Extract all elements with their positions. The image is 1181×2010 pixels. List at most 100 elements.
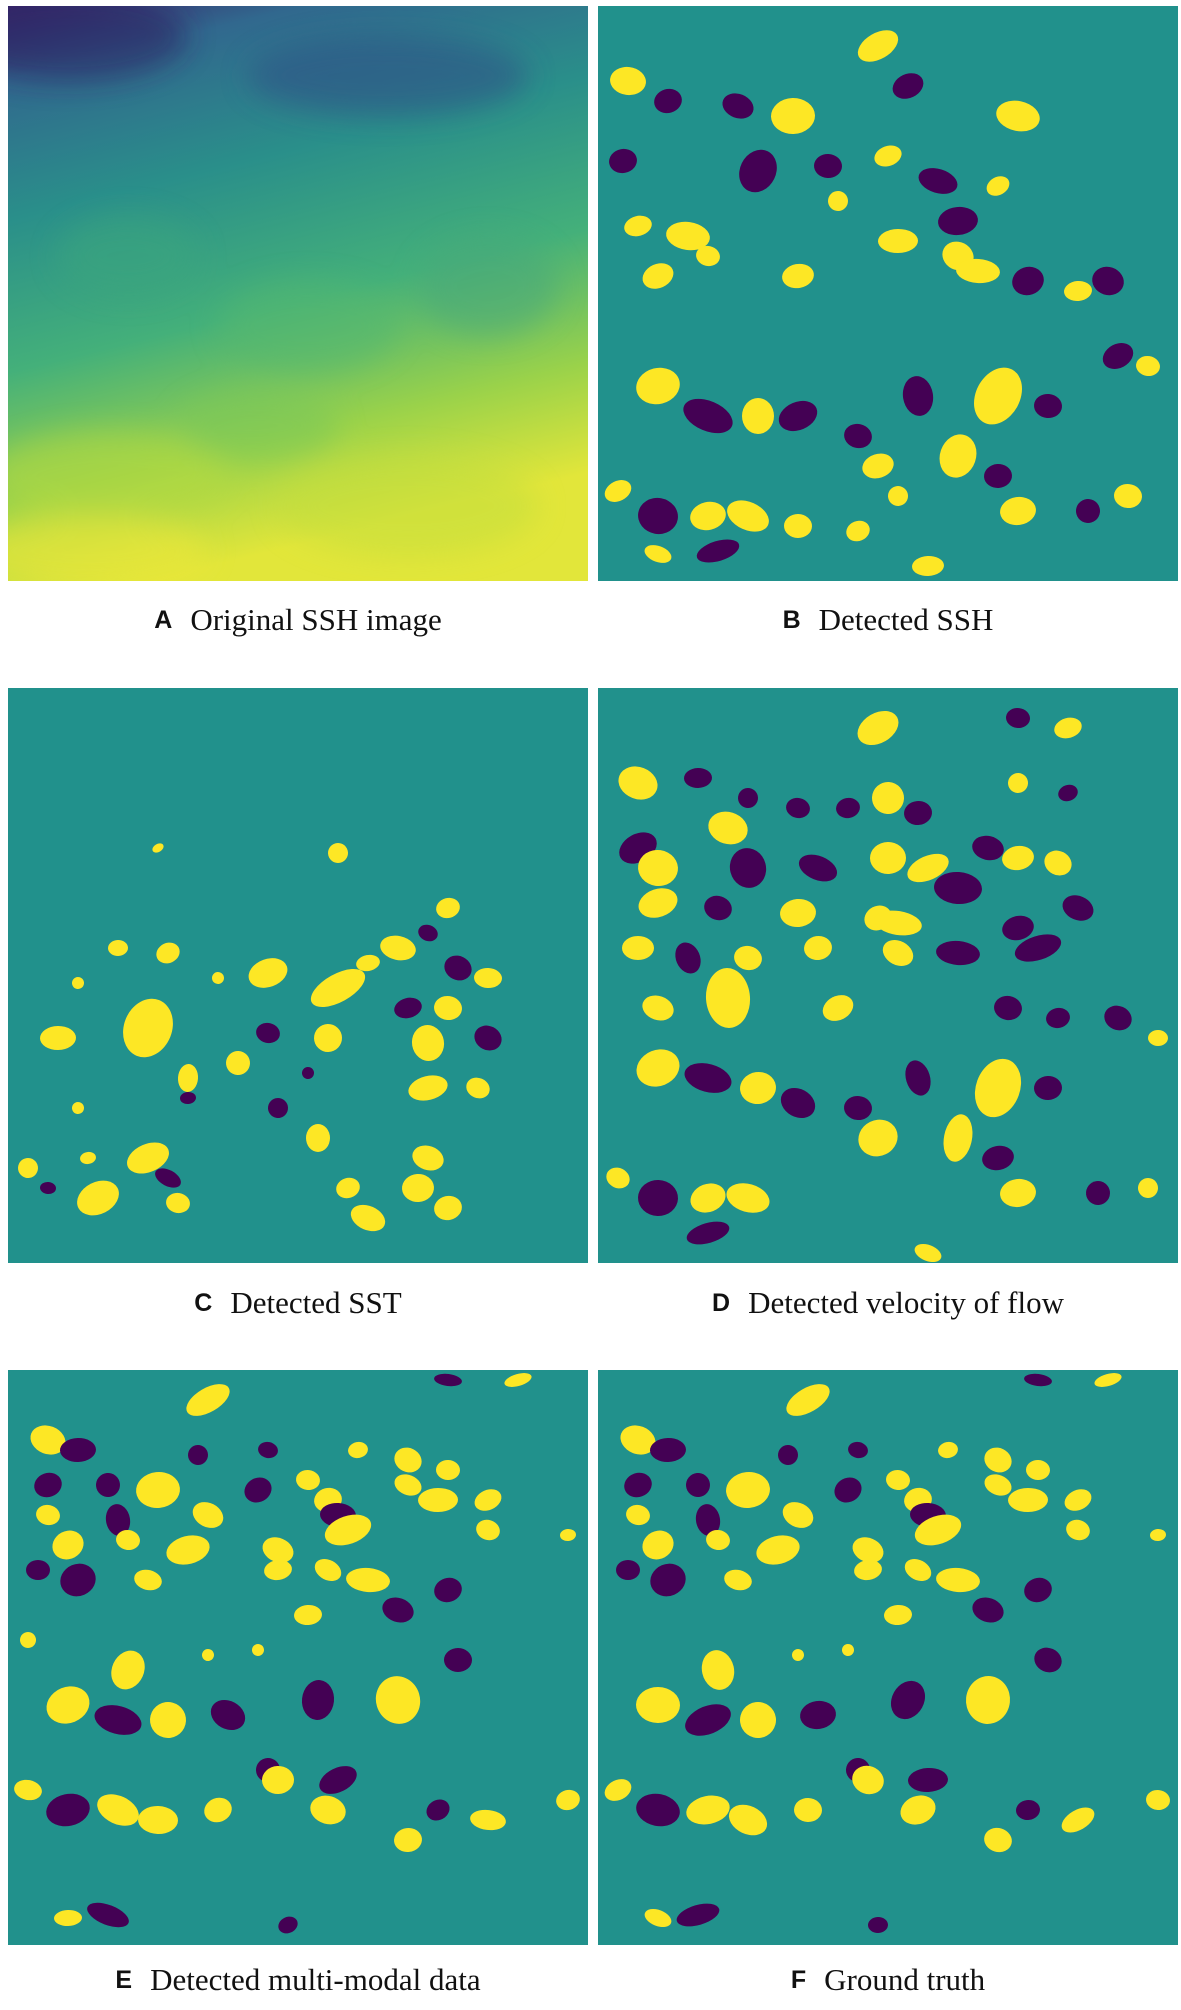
cyclonic-eddy-blob [654,88,682,114]
cyclonic-eddy-blob [844,1095,872,1121]
cyclonic-eddy-blob [268,1098,288,1118]
cyclonic-eddy-blob [696,539,740,563]
cyclonic-eddy-blob [972,835,1004,861]
anticyclonic-eddy-blob [328,843,348,863]
panel-caption: Original SSH image [190,602,442,637]
anticyclonic-eddy-blob [474,1489,502,1511]
anticyclonic-eddy-blob [152,843,164,853]
anticyclonic-eddy-blob [914,1514,962,1546]
detected-multimodal-map [8,1370,588,1945]
anticyclonic-eddy-blob [708,811,748,845]
panel-caption: Ground truth [824,1962,986,1997]
anticyclonic-eddy-blob [792,1649,804,1661]
anticyclonic-eddy-blob [306,1124,330,1152]
anticyclonic-eddy-blob [636,1686,680,1724]
anticyclonic-eddy-blob [226,1051,250,1075]
anticyclonic-eddy-blob [166,1535,210,1565]
anticyclonic-eddy-blob [177,1064,199,1092]
cyclonic-eddy-blob [675,942,701,974]
anticyclonic-eddy-blob [54,1909,82,1927]
cyclonic-eddy-blob [848,1441,868,1459]
panel-letter: D [712,1288,731,1317]
anticyclonic-eddy-blob [314,1024,342,1052]
ssh-heatmap [8,6,588,581]
anticyclonic-eddy-blob [14,1779,42,1801]
anticyclonic-eddy-blob [212,972,224,984]
anticyclonic-eddy-blob [1150,1528,1166,1542]
cyclonic-eddy-blob [624,1472,652,1498]
anticyclonic-eddy-blob [858,1119,898,1157]
cyclonic-eddy-blob [836,797,860,819]
anticyclonic-eddy-blob [186,1384,230,1416]
anticyclonic-eddy-blob [296,1469,320,1491]
anticyclonic-eddy-blob [965,1676,1011,1724]
cyclonic-eddy-blob [1034,393,1062,419]
anticyclonic-eddy-blob [72,1102,84,1114]
anticyclonic-eddy-blob [1008,1487,1048,1513]
cyclonic-eddy-blob [638,497,678,535]
anticyclonic-eddy-blob [728,1804,768,1836]
map-background [598,688,1178,1263]
original-ssh-image [8,6,588,581]
cyclonic-eddy-blob [908,1767,948,1793]
anticyclonic-eddy-blob [606,1167,630,1189]
anticyclonic-eddy-blob [336,1177,360,1199]
anticyclonic-eddy-blob [127,1142,169,1174]
cyclonic-eddy-blob [1016,1799,1040,1821]
anticyclonic-eddy-blob [202,1649,214,1661]
anticyclonic-eddy-blob [394,1447,422,1473]
cyclonic-eddy-blob [800,1700,836,1730]
anticyclonic-eddy-blob [636,367,680,405]
cyclonic-eddy-blob [319,1766,357,1794]
anticyclonic-eddy-blob [907,853,949,883]
cyclonic-eddy-blob [1104,1005,1132,1031]
cyclonic-eddy-blob [685,1704,731,1736]
cyclonic-eddy-blob [890,1680,926,1720]
anticyclonic-eddy-blob [943,1114,973,1162]
anticyclonic-eddy-blob [192,1502,224,1528]
anticyclonic-eddy-blob [1064,280,1092,302]
anticyclonic-eddy-blob [434,1195,462,1221]
anticyclonic-eddy-blob [97,1794,139,1826]
anticyclonic-eddy-blob [626,1504,650,1526]
anticyclonic-eddy-blob [638,849,678,887]
cyclonic-eddy-blob [686,1221,730,1245]
anticyclonic-eddy-blob [346,1567,390,1593]
cyclonic-eddy-blob [418,924,438,942]
cyclonic-eddy-blob [1058,784,1078,802]
cyclonic-eddy-blob [739,149,777,193]
panel-caption: Detected SSH [818,602,994,637]
anticyclonic-eddy-blob [470,1809,506,1831]
anticyclonic-eddy-blob [411,1025,445,1061]
anticyclonic-eddy-blob [504,1373,532,1387]
cyclonic-eddy-blob [1024,1373,1052,1387]
anticyclonic-eddy-blob [984,1447,1012,1473]
anticyclonic-eddy-blob [828,191,848,211]
anticyclonic-eddy-blob [111,1650,145,1690]
anticyclonic-eddy-blob [636,1049,680,1087]
cyclonic-eddy-blob [155,1168,181,1188]
anticyclonic-eddy-blob [108,939,128,957]
anticyclonic-eddy-blob [560,1528,576,1542]
anticyclonic-eddy-blob [166,1192,190,1214]
anticyclonic-eddy-blob [642,263,674,289]
anticyclonic-eddy-blob [436,1459,460,1481]
panel-caption: Detected velocity of flow [748,1285,1064,1320]
cyclonic-eddy-blob [868,1916,888,1934]
anticyclonic-eddy-blob [734,945,762,971]
cyclonic-eddy-blob [1006,707,1030,729]
anticyclonic-eddy-blob [123,998,173,1058]
cyclonic-eddy-blob [798,854,838,882]
anticyclonic-eddy-blob [904,1558,932,1582]
eddy-map [598,1370,1178,1945]
anticyclonic-eddy-blob [984,1827,1012,1853]
caption-c: C Detected SST [8,1273,588,1333]
panel-letter: C [194,1288,213,1317]
anticyclonic-eddy-blob [604,480,632,502]
anticyclonic-eddy-blob [262,1537,294,1563]
ground-truth-map [598,1370,1178,1945]
anticyclonic-eddy-blob [314,1558,342,1582]
anticyclonic-eddy-blob [690,1183,726,1213]
anticyclonic-eddy-blob [436,897,460,919]
caption-f: F Ground truth [598,1950,1178,2010]
